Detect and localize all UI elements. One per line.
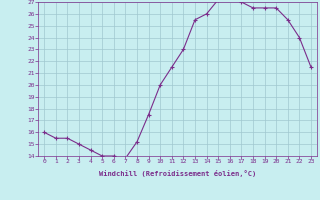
X-axis label: Windchill (Refroidissement éolien,°C): Windchill (Refroidissement éolien,°C) <box>99 170 256 177</box>
